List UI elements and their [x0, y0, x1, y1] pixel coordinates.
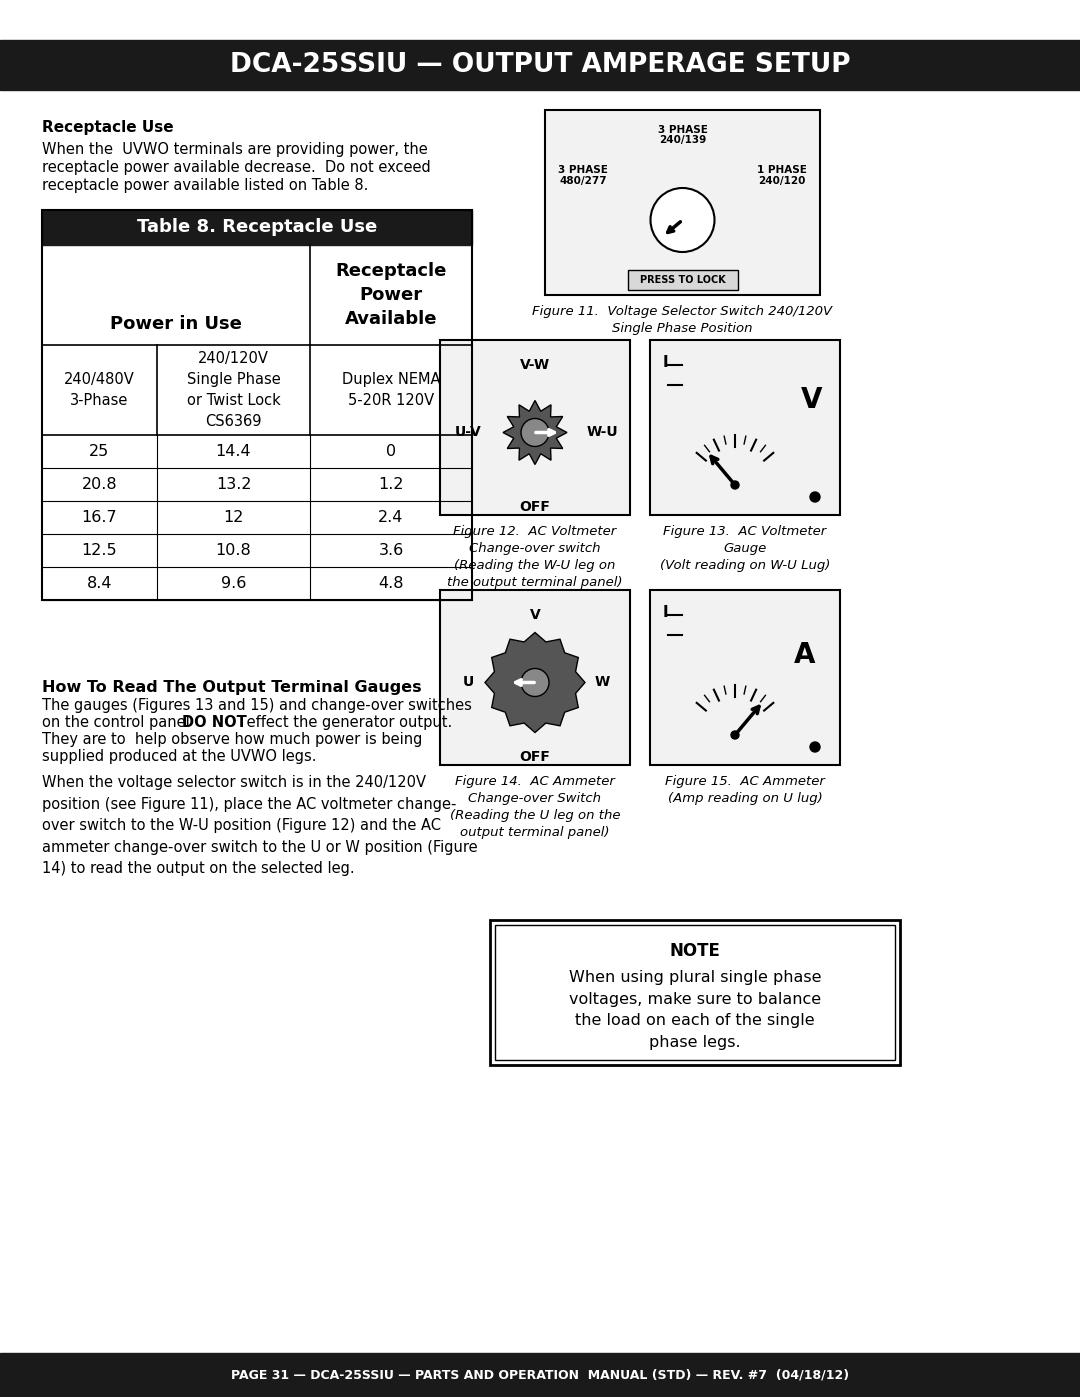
Text: 240/139: 240/139	[659, 136, 706, 145]
Text: effect the generator output.: effect the generator output.	[242, 715, 453, 731]
Bar	[440, 339, 630, 515]
Text: U-V: U-V	[455, 426, 482, 440]
Text: receptacle power available decrease.  Do not exceed: receptacle power available decrease. Do …	[42, 161, 431, 175]
Text: PAGE 31 — DCA-25SSIU — PARTS AND OPERATION  MANUAL (STD) — REV. #7  (04/18/12): PAGE 31 — DCA-25SSIU — PARTS AND OPERATI…	[231, 1369, 849, 1382]
Text: 16.7: 16.7	[82, 510, 118, 525]
Text: Figure 15.  AC Ammeter
(Amp reading on U lug): Figure 15. AC Ammeter (Amp reading on U …	[665, 775, 825, 805]
Circle shape	[731, 481, 739, 489]
Circle shape	[521, 669, 549, 697]
Text: 3 PHASE: 3 PHASE	[558, 165, 608, 175]
Text: Duplex NEMA
5-20R 120V: Duplex NEMA 5-20R 120V	[341, 372, 441, 408]
Text: Figure 14.  AC Ammeter
Change-over Switch
(Reading the U leg on the
output termi: Figure 14. AC Ammeter Change-over Switch…	[449, 775, 620, 840]
Text: Power in Use: Power in Use	[110, 314, 242, 332]
Text: 240/120: 240/120	[758, 176, 806, 186]
Text: PRESS TO LOCK: PRESS TO LOCK	[639, 275, 726, 285]
Text: 12: 12	[224, 510, 244, 525]
Text: 1.2: 1.2	[378, 476, 404, 492]
Text: V-W: V-W	[519, 358, 550, 372]
Text: 2.4: 2.4	[378, 510, 404, 525]
Text: receptacle power available listed on Table 8.: receptacle power available listed on Tab…	[42, 177, 368, 193]
Bar	[545, 110, 820, 295]
Text: The gauges (Figures 13 and 15) and change-over switches: The gauges (Figures 13 and 15) and chang…	[42, 698, 472, 712]
Text: Receptacle Use: Receptacle Use	[42, 120, 174, 136]
Text: 4.8: 4.8	[378, 576, 404, 591]
Bar	[0, 1354, 1080, 1397]
Text: 240/480V
3-Phase: 240/480V 3-Phase	[64, 372, 135, 408]
Text: U: U	[462, 676, 474, 690]
Text: on the control panel: on the control panel	[42, 715, 194, 731]
Bar	[650, 339, 840, 515]
Polygon shape	[503, 401, 567, 464]
Text: OFF: OFF	[519, 750, 551, 764]
Text: 13.2: 13.2	[216, 476, 252, 492]
Bar	[627, 270, 738, 291]
Circle shape	[731, 731, 739, 739]
Bar	[42, 210, 472, 244]
Bar	[490, 921, 900, 1065]
Bar	[495, 925, 895, 1060]
Polygon shape	[485, 633, 585, 732]
Circle shape	[521, 419, 549, 447]
Text: Receptacle
Power
Available: Receptacle Power Available	[335, 263, 447, 328]
Text: DO NOT: DO NOT	[183, 715, 246, 731]
Circle shape	[810, 742, 820, 752]
Text: A: A	[794, 641, 815, 669]
Text: I: I	[662, 605, 667, 620]
Text: 1 PHASE: 1 PHASE	[757, 165, 807, 175]
Text: V: V	[529, 608, 540, 622]
Text: 8.4: 8.4	[86, 576, 112, 591]
Text: When using plural single phase
voltages, make sure to balance
the load on each o: When using plural single phase voltages,…	[569, 970, 821, 1049]
Text: Figure 12.  AC Voltmeter
Change-over switch
(Reading the W-U leg on
the output t: Figure 12. AC Voltmeter Change-over swit…	[447, 525, 623, 590]
Text: 14.4: 14.4	[216, 444, 252, 460]
Text: 0: 0	[386, 444, 396, 460]
Text: 240/120V
Single Phase
or Twist Lock
CS6369: 240/120V Single Phase or Twist Lock CS63…	[187, 351, 281, 429]
Text: V: V	[801, 386, 823, 414]
Text: OFF: OFF	[519, 500, 551, 514]
Text: NOTE: NOTE	[670, 942, 720, 960]
Text: Table 8. Receptacle Use: Table 8. Receptacle Use	[137, 218, 377, 236]
Text: How To Read The Output Terminal Gauges: How To Read The Output Terminal Gauges	[42, 680, 421, 694]
Text: They are to  help observe how much power is being: They are to help observe how much power …	[42, 732, 422, 747]
Text: W: W	[594, 676, 609, 690]
Text: W-U: W-U	[586, 426, 618, 440]
Text: 12.5: 12.5	[82, 543, 118, 557]
Bar	[42, 210, 472, 599]
Circle shape	[810, 492, 820, 502]
Bar	[650, 590, 840, 766]
Text: 20.8: 20.8	[82, 476, 118, 492]
Bar	[0, 41, 1080, 89]
Text: 3 PHASE: 3 PHASE	[658, 124, 707, 136]
Text: Figure 11.  Voltage Selector Switch 240/120V
Single Phase Position: Figure 11. Voltage Selector Switch 240/1…	[532, 305, 833, 335]
Text: DCA-25SSIU — OUTPUT AMPERAGE SETUP: DCA-25SSIU — OUTPUT AMPERAGE SETUP	[230, 52, 850, 78]
Text: 9.6: 9.6	[220, 576, 246, 591]
Circle shape	[650, 189, 715, 251]
Text: supplied produced at the UVWO legs.: supplied produced at the UVWO legs.	[42, 749, 316, 764]
Text: Figure 13.  AC Voltmeter
Gauge
(Volt reading on W-U Lug): Figure 13. AC Voltmeter Gauge (Volt read…	[660, 525, 831, 571]
Text: I: I	[662, 355, 667, 370]
Bar	[440, 590, 630, 766]
Text: When the  UVWO terminals are providing power, the: When the UVWO terminals are providing po…	[42, 142, 428, 156]
Text: 3.6: 3.6	[378, 543, 404, 557]
Text: 10.8: 10.8	[216, 543, 252, 557]
Text: 25: 25	[90, 444, 110, 460]
Text: When the voltage selector switch is in the 240/120V
position (see Figure 11), pl: When the voltage selector switch is in t…	[42, 775, 477, 876]
Text: 480/277: 480/277	[559, 176, 607, 186]
